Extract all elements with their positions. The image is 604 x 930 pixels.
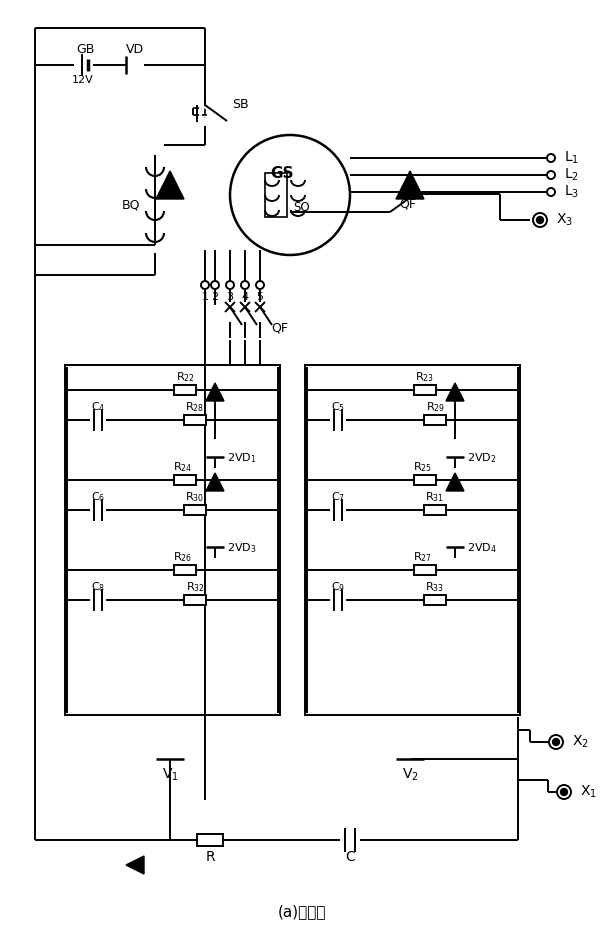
Text: V$_2$: V$_2$ — [402, 767, 419, 783]
Text: C$_4$: C$_4$ — [91, 400, 105, 414]
Polygon shape — [156, 171, 184, 199]
Text: 3: 3 — [226, 292, 234, 302]
Bar — [65, 365, 280, 715]
Text: 1: 1 — [202, 292, 208, 302]
Text: R: R — [205, 850, 215, 864]
Text: V$_1$: V$_1$ — [161, 767, 178, 783]
Circle shape — [549, 735, 563, 749]
Circle shape — [557, 785, 571, 799]
Text: L$_1$: L$_1$ — [564, 150, 579, 166]
Text: BQ: BQ — [121, 198, 140, 211]
Text: 2VD$_3$: 2VD$_3$ — [227, 541, 257, 555]
Text: C$_7$: C$_7$ — [331, 490, 345, 504]
Bar — [424, 595, 446, 605]
Text: QF: QF — [272, 322, 289, 335]
Text: C$_9$: C$_9$ — [331, 580, 345, 594]
Bar — [197, 834, 223, 846]
Text: C: C — [345, 850, 355, 864]
Polygon shape — [446, 473, 464, 491]
Bar — [414, 385, 436, 395]
Circle shape — [211, 281, 219, 289]
Bar — [305, 365, 520, 715]
Text: R$_{27}$: R$_{27}$ — [414, 551, 432, 564]
Text: X$_1$: X$_1$ — [580, 784, 597, 800]
Circle shape — [226, 281, 234, 289]
Text: VD: VD — [126, 44, 144, 57]
Circle shape — [547, 171, 555, 179]
Text: 2VD$_1$: 2VD$_1$ — [227, 451, 257, 465]
Polygon shape — [206, 473, 224, 491]
Text: C$_6$: C$_6$ — [91, 490, 105, 504]
Polygon shape — [396, 171, 424, 199]
Text: R$_{23}$: R$_{23}$ — [416, 370, 434, 384]
Text: 4: 4 — [242, 292, 249, 302]
Bar — [184, 415, 206, 425]
Text: R$_{32}$: R$_{32}$ — [185, 580, 205, 594]
Text: (a)主电路: (a)主电路 — [278, 905, 326, 920]
Text: C$_5$: C$_5$ — [331, 400, 345, 414]
Circle shape — [533, 213, 547, 227]
Circle shape — [230, 135, 350, 255]
Text: X$_2$: X$_2$ — [572, 734, 589, 751]
Circle shape — [536, 217, 544, 223]
Text: SB: SB — [232, 99, 248, 112]
Text: R$_{33}$: R$_{33}$ — [425, 580, 445, 594]
Bar — [174, 475, 196, 485]
Text: L$_2$: L$_2$ — [564, 166, 579, 183]
Polygon shape — [446, 383, 464, 401]
Text: R$_{25}$: R$_{25}$ — [414, 460, 432, 474]
Polygon shape — [206, 383, 224, 401]
Text: X$_3$: X$_3$ — [556, 212, 573, 228]
Circle shape — [553, 738, 559, 746]
Text: R$_{24}$: R$_{24}$ — [173, 460, 193, 474]
Text: 2VD$_4$: 2VD$_4$ — [467, 541, 497, 555]
Bar — [424, 415, 446, 425]
Bar — [174, 385, 196, 395]
Circle shape — [256, 281, 264, 289]
Circle shape — [561, 789, 568, 795]
Bar — [184, 505, 206, 515]
Text: 2: 2 — [211, 292, 219, 302]
Text: R$_{26}$: R$_{26}$ — [173, 551, 193, 564]
Text: R$_{28}$: R$_{28}$ — [185, 400, 205, 414]
Text: QF: QF — [399, 197, 417, 210]
Bar — [265, 173, 287, 217]
Text: R$_{22}$: R$_{22}$ — [176, 370, 194, 384]
Circle shape — [547, 188, 555, 196]
Text: 12V: 12V — [72, 75, 94, 85]
Text: 2VD$_2$: 2VD$_2$ — [467, 451, 496, 465]
Text: R$_{30}$: R$_{30}$ — [185, 490, 205, 504]
Text: R$_{29}$: R$_{29}$ — [425, 400, 445, 414]
Text: GB: GB — [76, 44, 94, 57]
Text: L$_3$: L$_3$ — [564, 184, 579, 200]
Circle shape — [201, 281, 209, 289]
Text: 5: 5 — [257, 292, 263, 302]
Text: GS: GS — [270, 166, 294, 180]
Circle shape — [547, 154, 555, 162]
Bar — [414, 565, 436, 575]
Text: R$_{31}$: R$_{31}$ — [425, 490, 445, 504]
Circle shape — [241, 281, 249, 289]
Bar — [174, 565, 196, 575]
Polygon shape — [126, 856, 144, 874]
Bar — [414, 475, 436, 485]
Bar — [184, 595, 206, 605]
Bar — [424, 505, 446, 515]
Text: C$_8$: C$_8$ — [91, 580, 105, 594]
Text: SQ: SQ — [294, 201, 310, 214]
